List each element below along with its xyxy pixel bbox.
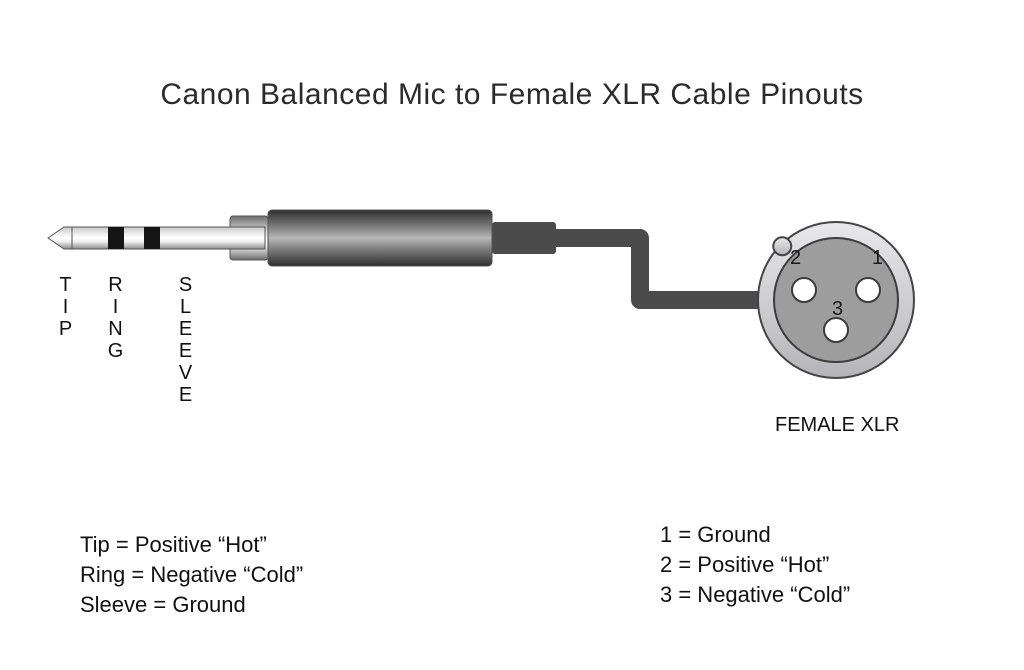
pinout-diagram: 1 2 3 [0, 0, 1024, 670]
xlr-pin-1 [856, 278, 880, 302]
xlr-pin-3 [824, 318, 848, 342]
trs-sleeve-band [144, 227, 160, 249]
xlr-notch [773, 237, 791, 255]
xlr-pin-label-1: 1 [872, 247, 883, 269]
trs-shaft [64, 227, 265, 249]
trs-tip [48, 227, 72, 249]
cable [556, 238, 770, 300]
xlr-pin-label-2: 2 [790, 247, 801, 269]
trs-sleeve-body [268, 210, 492, 266]
trs-strain-relief [492, 222, 556, 254]
xlr-pin-label-3: 3 [832, 298, 843, 320]
trs-ring-band [108, 227, 124, 249]
xlr-pin-2 [792, 278, 816, 302]
